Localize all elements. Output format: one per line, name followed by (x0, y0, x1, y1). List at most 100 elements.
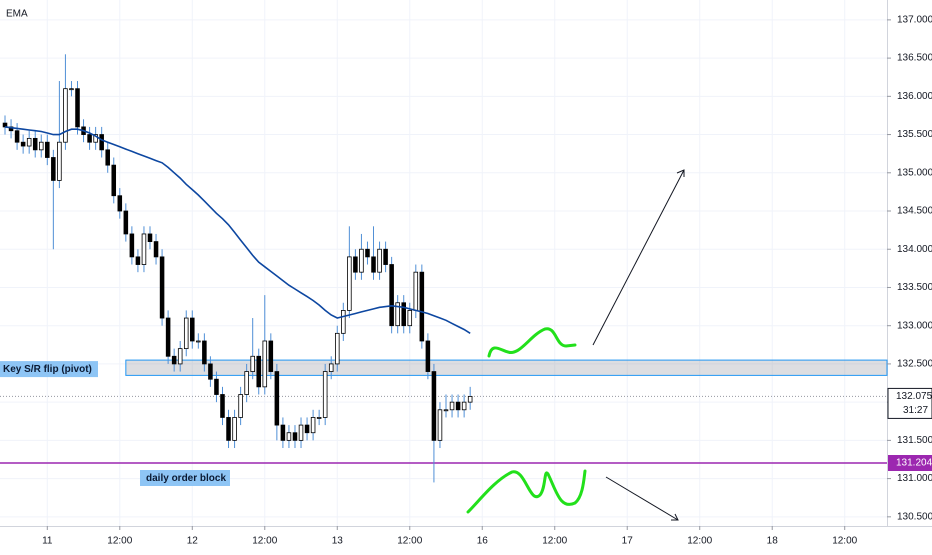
candle-body (51, 157, 56, 181)
y-tick-label: 132.500 (897, 359, 932, 370)
candle-body (443, 409, 449, 412)
candle-body (310, 417, 316, 434)
candle-body (87, 134, 92, 143)
x-tick-label: 12:00 (252, 536, 277, 547)
y-tick-label: 134.500 (897, 206, 932, 217)
x-tick-label: 13 (332, 536, 344, 547)
candle-body (45, 141, 50, 158)
candle-body (341, 310, 346, 334)
candle-body (461, 401, 467, 411)
x-tick-label: 18 (767, 536, 779, 547)
x-tick-label: 12:00 (832, 536, 857, 547)
candle-body (401, 302, 406, 327)
candle-body (467, 396, 473, 403)
level-price-box (888, 455, 932, 472)
candle-body (268, 340, 274, 372)
arrow-head (671, 513, 679, 521)
candle-body (316, 417, 322, 419)
candle-body (395, 302, 400, 327)
y-tick-label: 135.000 (897, 167, 932, 178)
axes: 130.500131.000131.500132.000132.500133.0… (42, 15, 932, 547)
zone-label-box (0, 361, 98, 378)
overlay (466, 169, 685, 521)
candle-body (105, 149, 110, 166)
candle-body (14, 130, 20, 143)
x-tick-label: 12:00 (397, 536, 422, 547)
candle-body (322, 371, 328, 418)
candle-body (165, 317, 171, 357)
candle-body (171, 355, 177, 365)
x-tick-label: 11 (42, 536, 53, 547)
candle-body (359, 248, 364, 273)
candle-body (389, 264, 394, 327)
last-price-label: 132.075 (896, 391, 932, 402)
candle-body (202, 340, 207, 365)
candle-body (407, 310, 413, 327)
candle-body (220, 394, 225, 418)
candle-body (183, 317, 189, 350)
candle-body (38, 141, 44, 151)
drawn-wave (466, 469, 587, 514)
sr-zone (125, 359, 888, 376)
indicator-title: EMA (6, 9, 28, 20)
candle-body (413, 271, 419, 311)
order-block-label: daily order block (146, 473, 226, 484)
candle-body (419, 271, 425, 342)
candle-body (274, 371, 280, 426)
arrow-head (676, 169, 685, 177)
candle-body (304, 424, 310, 434)
candle-body (437, 409, 443, 441)
candle-body (383, 248, 388, 265)
candle-body (244, 371, 249, 395)
candle-body (135, 256, 141, 265)
arrow-down (605, 476, 679, 521)
y-tick-label: 137.000 (897, 15, 932, 26)
candle-body (292, 432, 298, 441)
y-tick-label: 136.500 (897, 53, 932, 64)
candle-body (57, 141, 62, 181)
plot (2, 54, 473, 483)
candle-body (63, 88, 68, 143)
candle-body (147, 233, 153, 242)
x-tick-label: 12:00 (687, 536, 712, 547)
candle-body (117, 195, 123, 212)
x-tick-label: 16 (477, 536, 489, 547)
grid (0, 0, 887, 526)
candle-body (32, 137, 38, 151)
candle-body (298, 424, 304, 441)
y-tick-label: 133.500 (897, 282, 932, 293)
candle-body (455, 401, 461, 411)
level-price-label: 131.204 (896, 458, 932, 469)
candle-body (256, 355, 262, 388)
x-tick-label: 17 (622, 536, 634, 547)
x-tick-label: 12:00 (107, 536, 132, 547)
y-tick-label: 136.000 (897, 91, 932, 102)
x-tick-label: 12:00 (542, 536, 567, 547)
drawings: Key S/R flip (pivot) daily order block (0, 359, 888, 487)
candle-body (159, 256, 165, 319)
candle-body (208, 363, 213, 380)
candle-body (449, 401, 455, 411)
y-tick-label: 130.500 (897, 511, 932, 522)
candle-body (196, 340, 201, 343)
y-tick-label: 134.000 (897, 244, 932, 255)
candle-body (26, 137, 32, 147)
candle-body (111, 164, 117, 197)
order-block-label-box (140, 470, 230, 487)
candle-body (226, 417, 231, 441)
candle-body (334, 332, 340, 365)
arrow-up (592, 169, 685, 346)
candle-body (377, 248, 382, 273)
candle-body (20, 141, 26, 147)
last-price-box (887, 387, 932, 419)
candle-body (129, 233, 135, 258)
y-tick-label: 133.000 (897, 320, 932, 331)
candle-body (69, 88, 74, 91)
candle-body (123, 210, 129, 235)
candle-body (141, 233, 147, 265)
candle-body (177, 348, 183, 365)
candle-body (93, 134, 98, 143)
candle-body (425, 340, 431, 372)
